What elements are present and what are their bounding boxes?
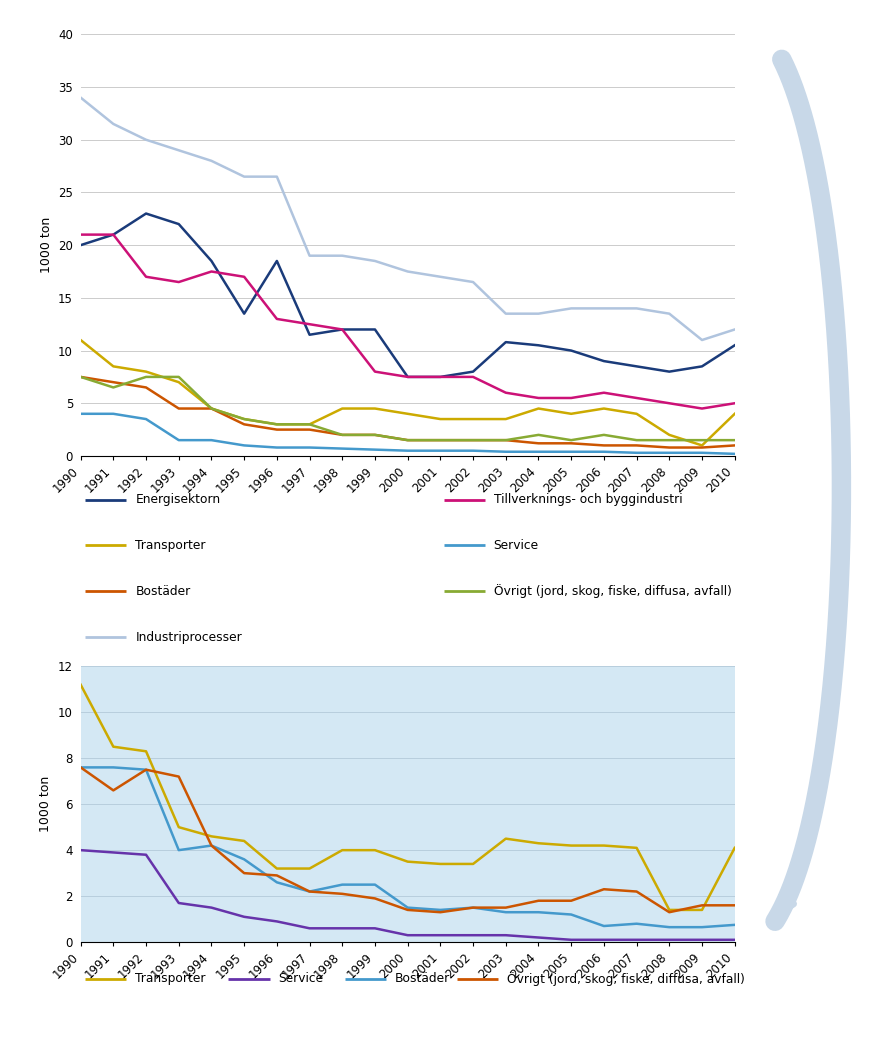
Text: Bostäder: Bostäder <box>135 585 191 598</box>
Y-axis label: 1000 ton: 1000 ton <box>39 217 53 274</box>
Text: Övrigt (jord, skog, fiske, diffusa, avfall): Övrigt (jord, skog, fiske, diffusa, avfa… <box>507 971 745 986</box>
Text: Bostäder: Bostäder <box>395 972 451 985</box>
Text: Transporter: Transporter <box>135 539 206 552</box>
Text: Övrigt (jord, skog, fiske, diffusa, avfall): Övrigt (jord, skog, fiske, diffusa, avfa… <box>494 584 731 599</box>
Text: Tillverknings- och byggindustri: Tillverknings- och byggindustri <box>494 493 683 506</box>
Text: Industriprocesser: Industriprocesser <box>135 631 242 643</box>
Text: Transporter: Transporter <box>135 972 206 985</box>
Y-axis label: 1000 ton: 1000 ton <box>39 776 53 833</box>
Text: Energisektorn: Energisektorn <box>135 493 220 506</box>
Text: Service: Service <box>494 539 538 552</box>
Text: Service: Service <box>279 972 323 985</box>
